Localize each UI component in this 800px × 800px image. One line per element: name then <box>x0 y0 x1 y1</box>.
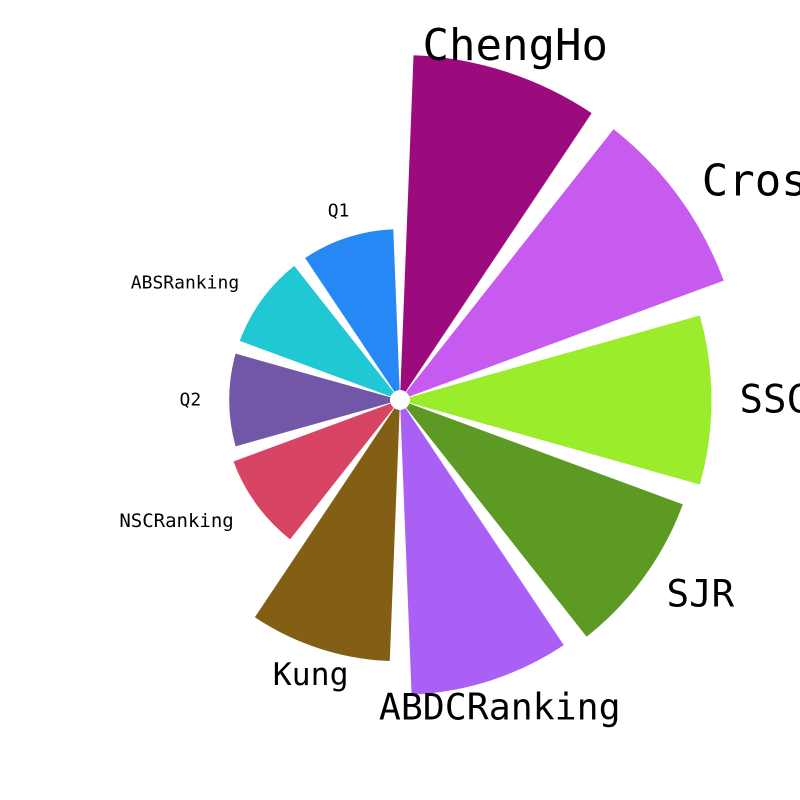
bar-chengho <box>400 55 592 392</box>
bar-q1 <box>305 229 400 392</box>
label-q2: Q2 <box>180 390 202 411</box>
bar-crossref <box>406 129 724 397</box>
label-crossref: CrossRef <box>702 155 800 206</box>
bar-nscranking <box>233 403 394 540</box>
bar-sjr <box>406 403 683 637</box>
label-q1: Q1 <box>328 200 350 221</box>
label-absranking: ABSRanking <box>131 273 239 294</box>
label-kung: Kung <box>273 657 349 693</box>
bar-q2 <box>229 353 391 447</box>
bar-abdcranking <box>400 408 564 695</box>
bar-ssci <box>409 315 712 485</box>
label-abdcranking: ABDCRanking <box>379 685 621 728</box>
label-sjr: SJR <box>667 572 735 616</box>
bar-absranking <box>239 265 394 397</box>
label-chengho: ChengHo <box>423 20 608 71</box>
label-ssci: SSCI <box>740 378 800 423</box>
bar-kung <box>254 408 400 662</box>
label-nscranking: NSCRanking <box>119 510 233 532</box>
